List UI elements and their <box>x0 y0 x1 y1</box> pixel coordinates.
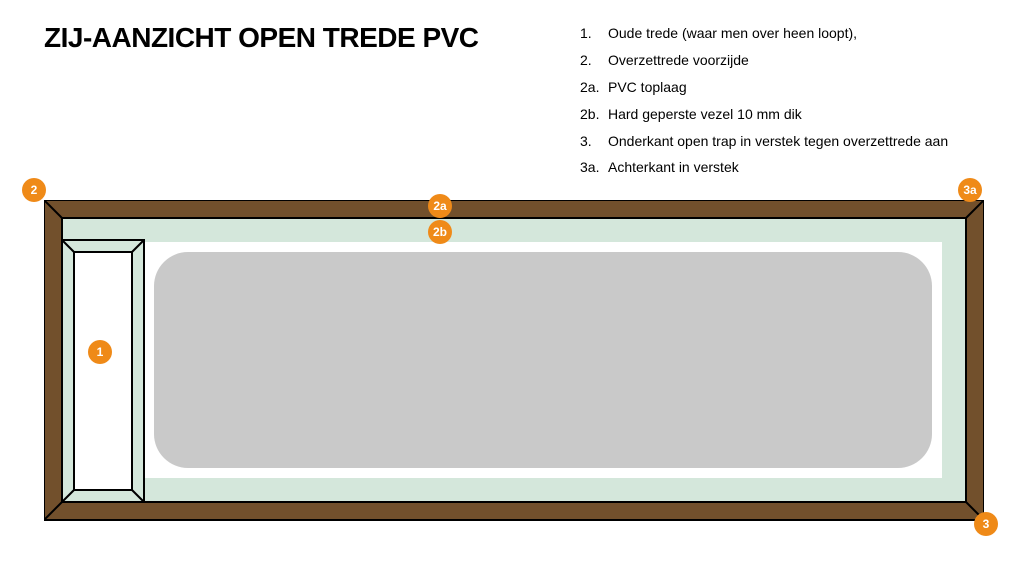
legend-item-text: PVC toplaag <box>608 78 948 97</box>
legend-item-text: Hard geperste vezel 10 mm dik <box>608 105 948 124</box>
marker-1: 1 <box>88 340 112 364</box>
legend-item-text: Achterkant in verstek <box>608 158 948 177</box>
legend-item: 3.Onderkant open trap in verstek tegen o… <box>580 132 948 151</box>
legend-item-num: 2a. <box>580 78 608 97</box>
marker-3a: 3a <box>958 178 982 202</box>
core-tread <box>154 252 932 468</box>
marker-2: 2 <box>22 178 46 202</box>
legend-item-text: Oude trede (waar men over heen loopt), <box>608 24 948 43</box>
legend-item-num: 2b. <box>580 105 608 124</box>
marker-2b: 2b <box>428 220 452 244</box>
legend-item-num: 1. <box>580 24 608 43</box>
marker-3: 3 <box>974 512 998 536</box>
diagram-svg <box>44 200 984 535</box>
legend-item: 3a.Achterkant in verstek <box>580 158 948 177</box>
page-title: ZIJ-AANZICHT OPEN TREDE PVC <box>44 22 479 54</box>
legend-item-text: Onderkant open trap in verstek tegen ove… <box>608 132 948 151</box>
legend-item: 1.Oude trede (waar men over heen loopt), <box>580 24 948 43</box>
legend-item: 2.Overzettrede voorzijde <box>580 51 948 70</box>
legend-item: 2a.PVC toplaag <box>580 78 948 97</box>
legend: 1.Oude trede (waar men over heen loopt),… <box>580 24 948 185</box>
diagram <box>44 200 984 535</box>
legend-item-num: 3a. <box>580 158 608 177</box>
legend-item: 2b.Hard geperste vezel 10 mm dik <box>580 105 948 124</box>
marker-2a: 2a <box>428 194 452 218</box>
legend-item-text: Overzettrede voorzijde <box>608 51 948 70</box>
legend-item-num: 2. <box>580 51 608 70</box>
old-tread-inner <box>74 252 132 490</box>
legend-item-num: 3. <box>580 132 608 151</box>
page: ZIJ-AANZICHT OPEN TREDE PVC 1.Oude trede… <box>0 0 1024 569</box>
